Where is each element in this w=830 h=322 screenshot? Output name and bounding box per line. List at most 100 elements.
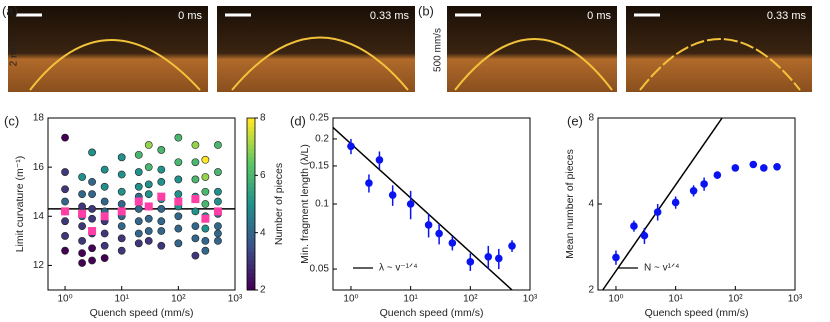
mean-marker (78, 209, 87, 218)
colorbar-cell (247, 277, 255, 282)
point (713, 171, 722, 179)
point (689, 186, 698, 195)
point (100, 197, 109, 206)
mean-marker (134, 197, 143, 206)
point (612, 253, 620, 262)
point (174, 224, 183, 233)
point (117, 200, 126, 208)
mean-marker (117, 207, 126, 216)
point (201, 236, 210, 245)
colorbar-cell (247, 122, 255, 128)
point (157, 165, 166, 174)
point (749, 160, 758, 169)
point (144, 190, 153, 199)
y-tick-label: 12 (33, 260, 45, 271)
y-tick-label: 0.05 (310, 264, 330, 275)
x-tick-label: 10⁰ (608, 294, 623, 305)
x-tick-label: 10³ (523, 294, 538, 305)
x-axis-label: Quench speed (mm/s) (380, 307, 484, 319)
x-tick-label: 10⁰ (57, 294, 72, 305)
time-label: 0 ms (178, 10, 202, 22)
point (144, 163, 153, 172)
colorbar-cell (247, 139, 255, 145)
point (191, 234, 200, 243)
point (201, 187, 210, 196)
point (78, 202, 87, 211)
point (157, 205, 166, 213)
time-label: 0 ms (587, 10, 611, 22)
point (174, 239, 183, 248)
fit-line (332, 126, 513, 291)
point (117, 170, 126, 179)
colorbar-cell (247, 199, 255, 205)
time-label: 0.33 ms (767, 10, 807, 22)
y-tick-label: 8 (588, 113, 594, 124)
colorbar-cell (247, 195, 255, 201)
y-tick-label: 14 (33, 211, 45, 222)
x-tick-label: 10³ (788, 294, 803, 305)
panel-label: (c) (4, 113, 19, 128)
colorbar-cell (247, 216, 255, 222)
colorbar-cell (247, 208, 255, 214)
x-tick-label: 10² (171, 294, 186, 305)
point (731, 164, 740, 172)
point (201, 173, 210, 181)
point (671, 198, 680, 207)
mean-marker (61, 207, 70, 216)
colorbar-tick-label: 4 (260, 227, 266, 238)
point (191, 251, 200, 260)
x-tick-label: 10¹ (114, 294, 129, 305)
panel-label: (a) (2, 3, 18, 18)
point (100, 229, 109, 238)
point (61, 133, 69, 142)
colorbar-cell (247, 255, 255, 261)
plot-frame (47, 117, 236, 291)
panel-label: (b) (418, 3, 434, 18)
point (78, 236, 87, 245)
point (134, 205, 143, 213)
point (214, 187, 222, 196)
point (214, 236, 222, 245)
colorbar-frame (246, 117, 256, 291)
point (365, 179, 373, 187)
point (201, 246, 210, 255)
point (773, 162, 781, 171)
colorbar-cell (247, 285, 255, 291)
panel-label: (d) (290, 113, 306, 128)
colorbar-cell (247, 272, 255, 278)
point (117, 246, 126, 255)
mean-marker (191, 195, 200, 204)
colorbar-cell (247, 173, 255, 179)
point (191, 158, 200, 167)
photo (626, 6, 812, 92)
point (144, 214, 153, 223)
x-axis-label: Quench speed (mm/s) (645, 307, 749, 319)
colorbar-cell (247, 143, 255, 149)
colorbar-cell (247, 259, 255, 265)
point (700, 180, 708, 188)
point (134, 217, 143, 226)
point (406, 200, 415, 208)
point (100, 165, 109, 174)
point (61, 232, 69, 240)
x-tick-label: 10¹ (403, 294, 418, 305)
colorbar-cell (247, 234, 255, 239)
point (214, 229, 222, 238)
point (191, 141, 200, 149)
point (174, 190, 183, 199)
mean-marker (88, 227, 97, 236)
point (144, 141, 153, 149)
point (174, 212, 183, 221)
mean-marker (213, 207, 222, 216)
point (424, 221, 433, 229)
x-tick-label: 10² (463, 294, 478, 305)
panel-label: (e) (567, 113, 583, 128)
photo (217, 6, 415, 92)
point (88, 214, 96, 223)
y-tick-label: 4 (588, 199, 594, 210)
point (759, 164, 768, 172)
point (134, 182, 143, 191)
colorbar-cell (247, 251, 255, 257)
point (88, 244, 96, 253)
point (78, 249, 87, 258)
